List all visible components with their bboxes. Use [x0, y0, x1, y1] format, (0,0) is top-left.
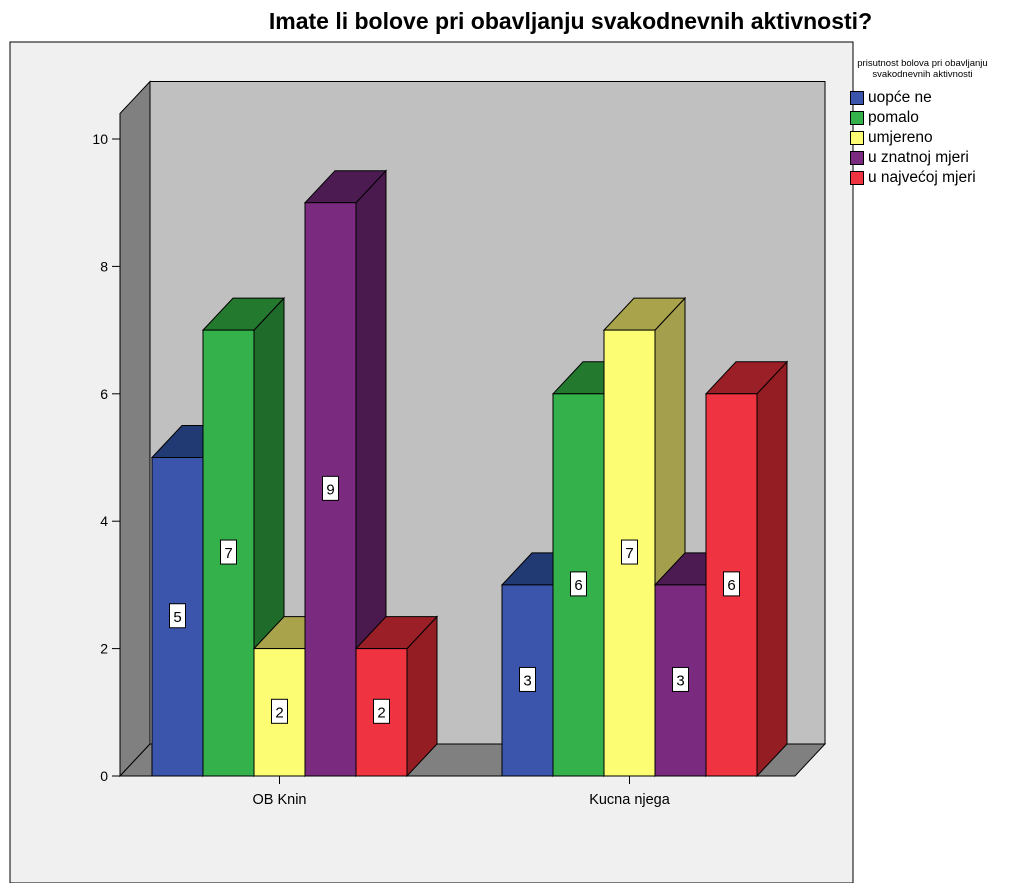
y-tick-label: 8: [100, 258, 108, 274]
data-label: 2: [377, 704, 385, 721]
legend-label: pomalo: [868, 109, 919, 126]
data-label-box: [220, 539, 237, 565]
legend-swatch: [850, 131, 864, 145]
data-label: 2: [275, 704, 283, 721]
data-label: 7: [224, 545, 232, 562]
data-label-box: [570, 571, 587, 597]
legend-swatch: [850, 171, 864, 185]
x-tick-label: OB Knin: [253, 792, 307, 808]
legend-item: uopće ne: [850, 88, 1010, 108]
legend-label: umjereno: [868, 129, 933, 146]
data-label-box: [373, 698, 390, 724]
data-label-box: [271, 698, 288, 724]
data-label-box: [322, 475, 339, 501]
legend-item: u najvećoj mjeri: [850, 168, 1010, 188]
x-tick-label: Kucna njega: [589, 792, 671, 808]
data-label-box: [672, 666, 689, 692]
y-tick-label: 6: [100, 386, 108, 402]
bar-side: [756, 360, 788, 778]
legend-item: umjereno: [850, 128, 1010, 148]
data-label-box: [519, 666, 536, 692]
data-label: 6: [574, 577, 582, 594]
data-label: 3: [523, 672, 531, 689]
y-tick-label: 2: [100, 641, 108, 657]
legend-item: pomalo: [850, 108, 1010, 128]
data-label-box: [169, 603, 186, 629]
y-tick-label: 10: [92, 131, 108, 147]
data-label: 6: [727, 577, 735, 594]
legend-title: prisutnost bolova pri obavljanju svakodn…: [857, 58, 988, 80]
data-label: 5: [173, 609, 181, 626]
chart-title: Imate li bolove pri obavljanju svakodnev…: [268, 8, 873, 34]
y-tick-label: 0: [100, 768, 108, 784]
legend: prisutnost bolova pri obavljanju svakodn…: [850, 58, 1010, 188]
legend-swatch: [850, 91, 864, 105]
data-label-box: [723, 571, 740, 597]
y-tick-label: 4: [100, 513, 108, 529]
data-label: 3: [676, 672, 684, 689]
legend-label: u najvećoj mjeri: [868, 169, 976, 186]
data-label: 7: [625, 545, 633, 562]
legend-label: u znatnoj mjeri: [868, 149, 969, 166]
legend-label: uopće ne: [868, 89, 932, 106]
data-label: 9: [326, 481, 334, 498]
data-label-box: [621, 539, 638, 565]
legend-swatch: [850, 111, 864, 125]
left-wall: [119, 80, 151, 778]
bar: [654, 584, 707, 777]
legend-swatch: [850, 151, 864, 165]
legend-item: u znatnoj mjeri: [850, 148, 1010, 168]
